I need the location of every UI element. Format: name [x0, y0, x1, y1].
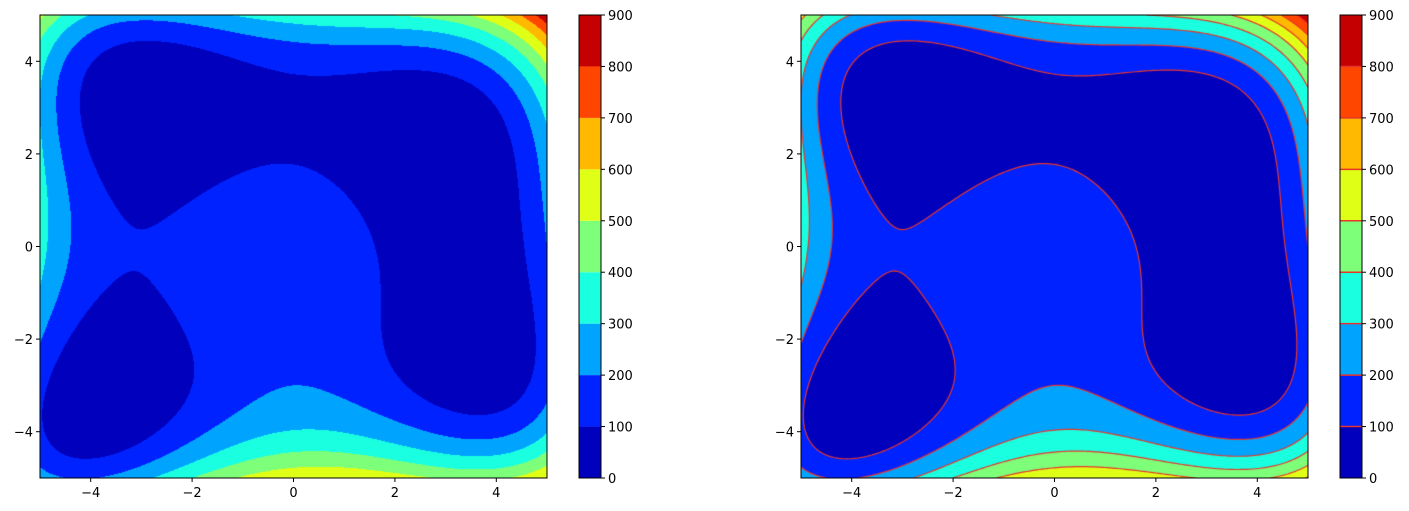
- y-tick-label: 0: [25, 241, 33, 256]
- colorbar-tick-label: 800: [608, 60, 633, 75]
- colorbar-tick-label: 700: [1369, 112, 1394, 127]
- x-tick-label: −2: [944, 486, 963, 501]
- colorbar-frame: [578, 14, 602, 479]
- x-tick-label: 4: [1253, 486, 1261, 501]
- colorbar-tick-label: 300: [1369, 318, 1394, 333]
- colorbar-tick-label: 600: [1369, 163, 1394, 178]
- colorbar: 0 100 200 300 400 500 600 700 800 900: [578, 9, 633, 487]
- colorbar-segment: [1340, 375, 1362, 427]
- y-tick-label: 2: [25, 148, 33, 163]
- x-tick-label: 0: [1050, 486, 1058, 501]
- colorbar-tick-label: 500: [608, 215, 633, 230]
- colorbar-segment: [1340, 426, 1362, 478]
- colorbar-tick-label: 700: [608, 112, 633, 127]
- contour-fill: [801, 15, 1308, 478]
- colorbar-segment: [579, 15, 601, 67]
- y-tick-label: −2: [14, 333, 33, 348]
- colorbar-segment: [579, 426, 601, 478]
- x-tick-label: 0: [289, 486, 297, 501]
- colorbar-tick-label: 600: [608, 163, 633, 178]
- colorbar-tick-label: 0: [1369, 472, 1377, 487]
- colorbar-segment: [579, 272, 601, 324]
- colorbar-segment: [579, 375, 601, 427]
- contour-panel-2: −4 −2 0 2 4 −4 −2 0 2 4 0 100 200 300 400 500 600 700 800 9…: [775, 9, 1394, 501]
- y-tick-label: −4: [14, 426, 33, 441]
- colorbar-segment: [1340, 323, 1362, 376]
- colorbar-frame: [1339, 14, 1363, 479]
- y-tick-label: 4: [786, 55, 794, 70]
- colorbar-tick-label: 800: [1369, 60, 1394, 75]
- colorbar-tick-label: 500: [1369, 215, 1394, 230]
- x-tick-label: 2: [391, 486, 399, 501]
- contour-fill: [40, 15, 547, 478]
- x-tick-label: −2: [183, 486, 202, 501]
- colorbar-segment: [579, 220, 601, 273]
- colorbar-tick-label: 200: [608, 369, 633, 384]
- x-tick-label: 2: [1152, 486, 1160, 501]
- colorbar-tick-label: 900: [608, 9, 633, 24]
- y-tick-label: 0: [786, 241, 794, 256]
- y-tick-label: −2: [775, 333, 794, 348]
- colorbar-tick-label: 100: [1369, 421, 1394, 436]
- contour-panel-1: −4 −2 0 2 4 −4 −2 0 2 4 0 100 200 300 400 500 600 700 800 9…: [14, 9, 633, 501]
- colorbar-tick-label: 900: [1369, 9, 1394, 24]
- x-tick-label: −4: [81, 486, 100, 501]
- y-tick-label: 2: [786, 148, 794, 163]
- colorbar-segment: [1340, 220, 1362, 273]
- x-tick-label: 4: [492, 486, 500, 501]
- colorbar-tick-label: 100: [608, 421, 633, 436]
- colorbar-segment: [579, 169, 601, 221]
- y-tick-label: 4: [25, 55, 33, 70]
- colorbar-tick-label: 400: [1369, 266, 1394, 281]
- colorbar-segment: [579, 323, 601, 376]
- colorbar-segment: [579, 117, 601, 170]
- colorbar-tick-label: 0: [608, 472, 616, 487]
- colorbar-tick-label: 400: [608, 266, 633, 281]
- y-tick-label: −4: [775, 426, 794, 441]
- colorbar-tick-label: 300: [608, 318, 633, 333]
- x-tick-label: −4: [842, 486, 861, 501]
- colorbar: 0 100 200 300 400 500 600 700 800 900: [1339, 9, 1394, 487]
- colorbar-segment: [1340, 272, 1362, 324]
- colorbar-segment: [1340, 169, 1362, 221]
- colorbar-segment: [579, 66, 601, 118]
- colorbar-segment: [1340, 66, 1362, 118]
- colorbar-tick-label: 200: [1369, 369, 1394, 384]
- colorbar-segment: [1340, 117, 1362, 170]
- colorbar-segment: [1340, 15, 1362, 67]
